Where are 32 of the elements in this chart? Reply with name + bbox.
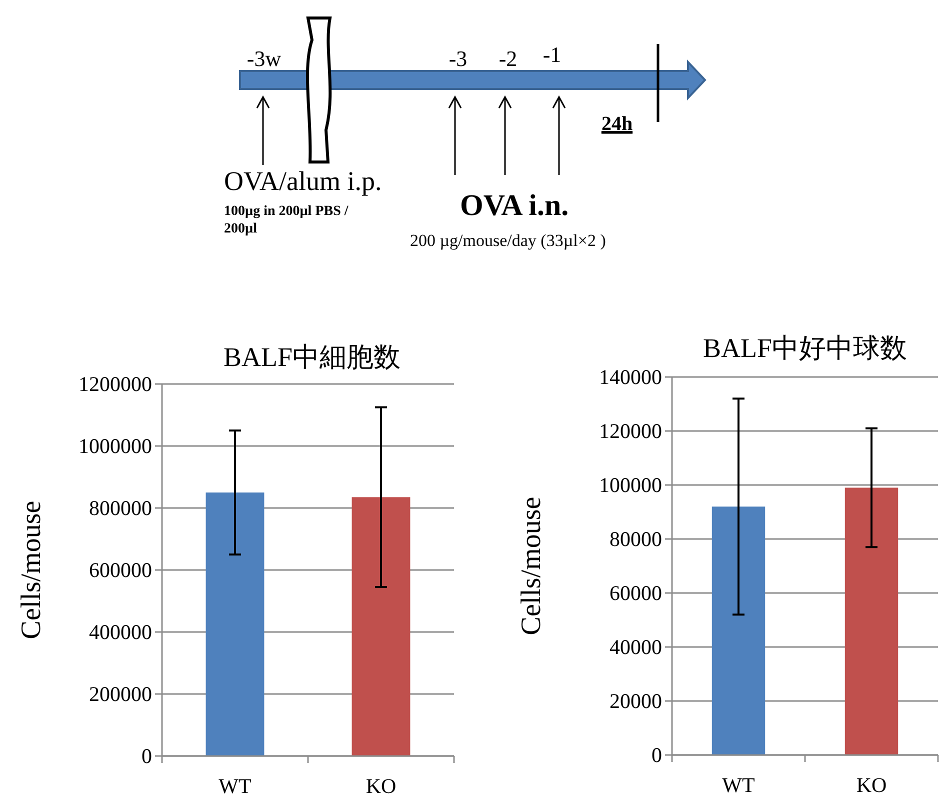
- y-tick-label: 1000000: [78, 434, 152, 458]
- y-tick-label: 100000: [599, 473, 662, 497]
- y-axis-title: Cells/mouse: [16, 500, 47, 640]
- y-tick-label: 120000: [599, 419, 662, 443]
- text: -2: [498, 46, 518, 71]
- text: OVA/alum i.p.: [224, 166, 382, 196]
- y-tick-label: 800000: [89, 496, 152, 520]
- y-tick-label: 40000: [610, 635, 662, 659]
- text: 24h: [601, 113, 633, 135]
- y-tick-label: 60000: [610, 581, 662, 605]
- y-tick-label: 80000: [610, 527, 662, 551]
- y-tick-label: 1200000: [78, 372, 152, 396]
- x-tick-label: WT: [722, 773, 755, 797]
- text: -3w: [246, 46, 282, 71]
- y-tick-label: 0: [652, 743, 662, 767]
- y-tick-label: 400000: [89, 620, 152, 644]
- y-tick-label: 600000: [89, 558, 152, 582]
- x-tick-label: KO: [366, 774, 396, 798]
- chart-title: BALF中好中球数: [702, 333, 908, 363]
- y-tick-label: 0: [142, 744, 152, 768]
- x-tick-label: KO: [856, 773, 887, 797]
- y-tick-label: 200000: [89, 682, 152, 706]
- text: 200 µg/mouse/day (33µl×2 ): [410, 231, 606, 250]
- y-axis-title: Cells/mouse: [516, 496, 547, 636]
- y-tick-label: 140000: [599, 365, 662, 389]
- text: OVA i.n.: [460, 189, 569, 222]
- text: -1: [542, 42, 562, 67]
- x-tick-label: WT: [218, 774, 252, 798]
- text: -3: [448, 46, 468, 71]
- y-tick-label: 20000: [610, 689, 662, 713]
- text: 100µg in 200µl PBS / 200µl: [224, 204, 350, 236]
- chart-title: BALF中細胞数: [223, 342, 401, 372]
